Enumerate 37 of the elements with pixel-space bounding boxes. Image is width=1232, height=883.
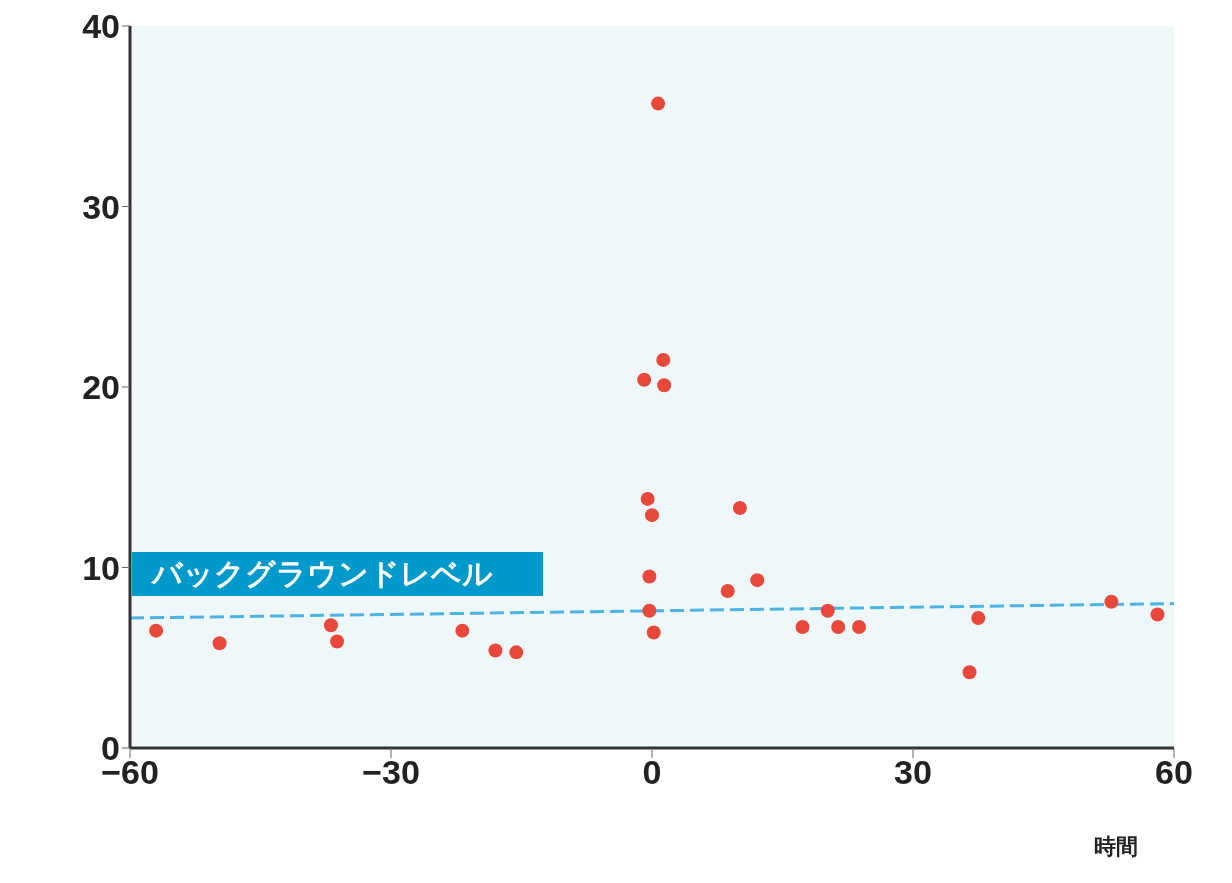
y-tick-label: 20: [82, 368, 120, 407]
point: [657, 378, 672, 393]
point: [645, 508, 659, 523]
x-tick-label: 0: [642, 753, 662, 792]
y-tick-label: 10: [82, 548, 120, 587]
point: [831, 620, 846, 635]
x-tick-label: 60: [1155, 753, 1193, 792]
point: [971, 611, 986, 626]
y-tick-label: 40: [82, 7, 120, 46]
point: [640, 491, 655, 506]
point: [509, 645, 524, 660]
point: [962, 665, 977, 680]
point: [820, 603, 835, 618]
x-tick-label: −30: [362, 753, 420, 792]
point: [323, 618, 338, 633]
point: [732, 500, 747, 515]
point: [212, 636, 227, 651]
point: [750, 573, 765, 588]
point: [1104, 594, 1119, 609]
point: [852, 620, 867, 635]
point: [455, 623, 470, 638]
x-axis-title: 時間: [1094, 833, 1138, 861]
point: [651, 96, 666, 111]
point: [646, 625, 661, 640]
point: [1150, 607, 1165, 622]
point: [656, 352, 671, 367]
point: [642, 569, 657, 584]
point: [642, 603, 657, 618]
point: [795, 620, 810, 635]
point: [720, 583, 735, 598]
x-tick-label: 30: [894, 753, 932, 792]
point: [488, 643, 503, 658]
y-tick-label: 30: [82, 187, 120, 226]
point: [637, 372, 652, 387]
series-label: バックグラウンドレベル: [132, 552, 543, 597]
point: [330, 634, 345, 649]
point: [149, 623, 164, 638]
